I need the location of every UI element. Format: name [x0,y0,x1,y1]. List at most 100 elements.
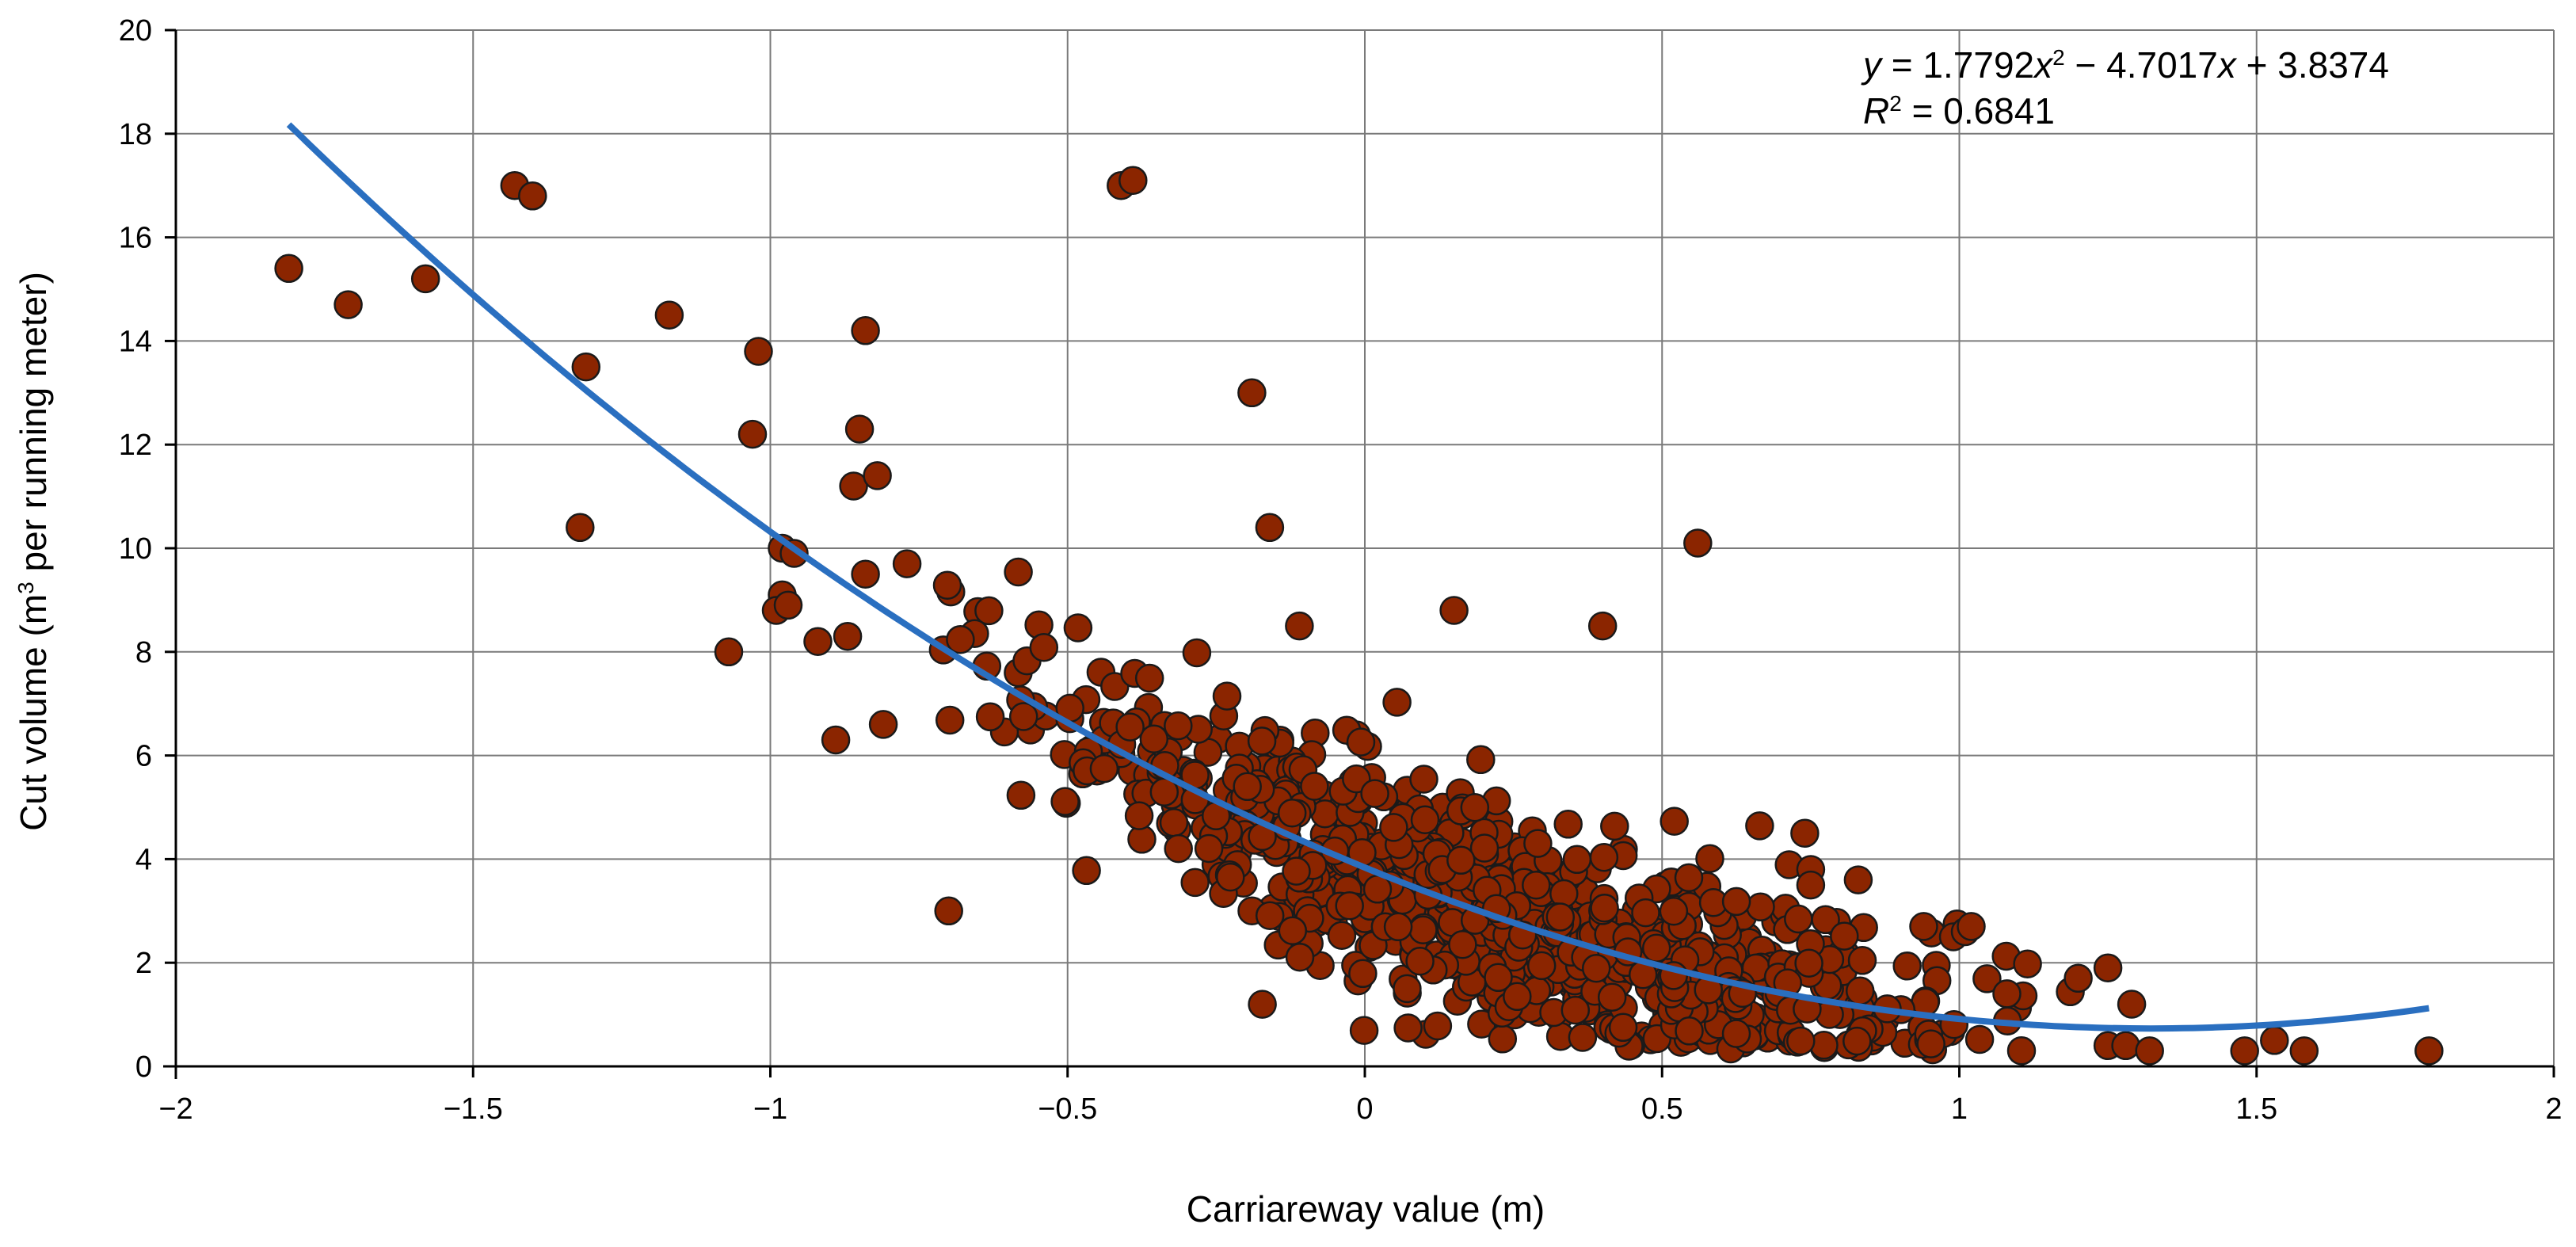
data-point [1675,1016,1704,1046]
data-point [839,471,868,501]
data-point [1348,959,1378,989]
data-point [2117,990,2147,1019]
r-squared-label: R2 = 0.6841 [1863,90,2055,132]
data-point [1164,833,1193,864]
data-point [1050,787,1080,816]
x-tick-label: 1.5 [2235,1093,2277,1126]
data-point [1233,772,1262,802]
data-point [1278,916,1308,945]
data-point [1282,856,1311,886]
data-point [1247,726,1277,756]
data-point [714,637,744,667]
data-point [868,710,898,739]
data-point [863,461,892,490]
data-point [1439,596,1469,625]
data-point [1469,833,1499,863]
data-point [1139,724,1169,753]
data-point [1360,779,1389,808]
data-point [1847,946,1877,975]
x-tick-label: −0.5 [1038,1093,1097,1126]
data-point [1683,528,1713,558]
data-point [1488,1024,1518,1054]
y-tick-label: 16 [119,222,152,255]
data-point [2013,949,2042,978]
y-tick-label: 8 [135,636,152,669]
data-point [744,337,773,366]
data-point [1581,953,1611,983]
plot-frame [163,30,2554,1079]
data-point [1562,845,1592,875]
data-point [1526,951,1557,981]
data-point [1004,557,1033,587]
y-tick-label: 4 [135,843,152,876]
data-point [1159,808,1189,837]
x-tick-label: −2 [158,1093,192,1126]
data-point [1553,810,1583,839]
trendline-equation: y = 1.7792x2 − 4.7017x + 3.8374 [1861,44,2389,86]
y-tick-label: 0 [135,1051,152,1084]
data-point [803,627,833,656]
data-point [1560,995,1591,1025]
data-point [1786,1026,1816,1056]
x-tick-label: 1 [1951,1093,1968,1126]
data-point [1448,929,1477,959]
data-point [518,181,547,211]
data-point [892,549,922,578]
data-point [1216,862,1245,892]
data-point [1659,896,1689,926]
data-point [1892,951,1922,981]
y-tick-label: 18 [119,118,152,151]
data-point [1335,890,1364,921]
data-point [1466,745,1496,775]
data-point [974,596,1004,626]
data-point [1695,844,1724,873]
x-axis-title: Carriareway value (m) [1187,1188,1545,1230]
data-point [1631,898,1660,928]
data-point [333,290,363,319]
data-point [1721,887,1751,917]
data-point [1843,865,1873,894]
data-point [1118,166,1148,195]
data-point [1597,982,1627,1012]
data-point [1589,842,1619,872]
data-point [1830,921,1859,951]
data-point [833,621,863,651]
data-point [1008,702,1038,731]
x-tick-label: 0 [1356,1093,1373,1126]
data-point [946,624,975,654]
data-point [1660,807,1689,836]
x-tick-label: −1.5 [444,1093,503,1126]
data-point [2006,1036,2037,1066]
data-point [1393,1013,1423,1043]
data-point [1410,805,1440,834]
data-point [1063,613,1093,643]
data-point [1641,933,1671,963]
data-point [1409,765,1439,794]
data-point [1277,798,1307,828]
data-point [1909,912,1938,941]
data-point [1006,780,1036,810]
data-point [1089,753,1119,784]
y-tick-label: 12 [119,429,152,462]
data-point [1992,979,2022,1009]
data-point [1608,1012,1638,1043]
data-point [851,559,880,589]
data-point [1285,611,1314,641]
data-point [1796,870,1826,900]
data-point [1590,893,1619,923]
data-point [851,316,880,345]
data-point [2111,1031,2140,1061]
data-point [1972,964,2002,993]
data-point [566,513,595,543]
data-point [1379,813,1408,842]
data-point [1964,1024,1995,1054]
y-axis-ticks: 0 2 4 6 8 10 12 14 16 18 20 [119,14,176,1084]
data-point [1587,611,1618,641]
data-point [1423,1011,1453,1041]
data-point [1029,632,1059,662]
data-point [2260,1026,2289,1055]
data-point [1346,727,1376,757]
data-point [1600,811,1629,841]
data-point [571,352,601,382]
